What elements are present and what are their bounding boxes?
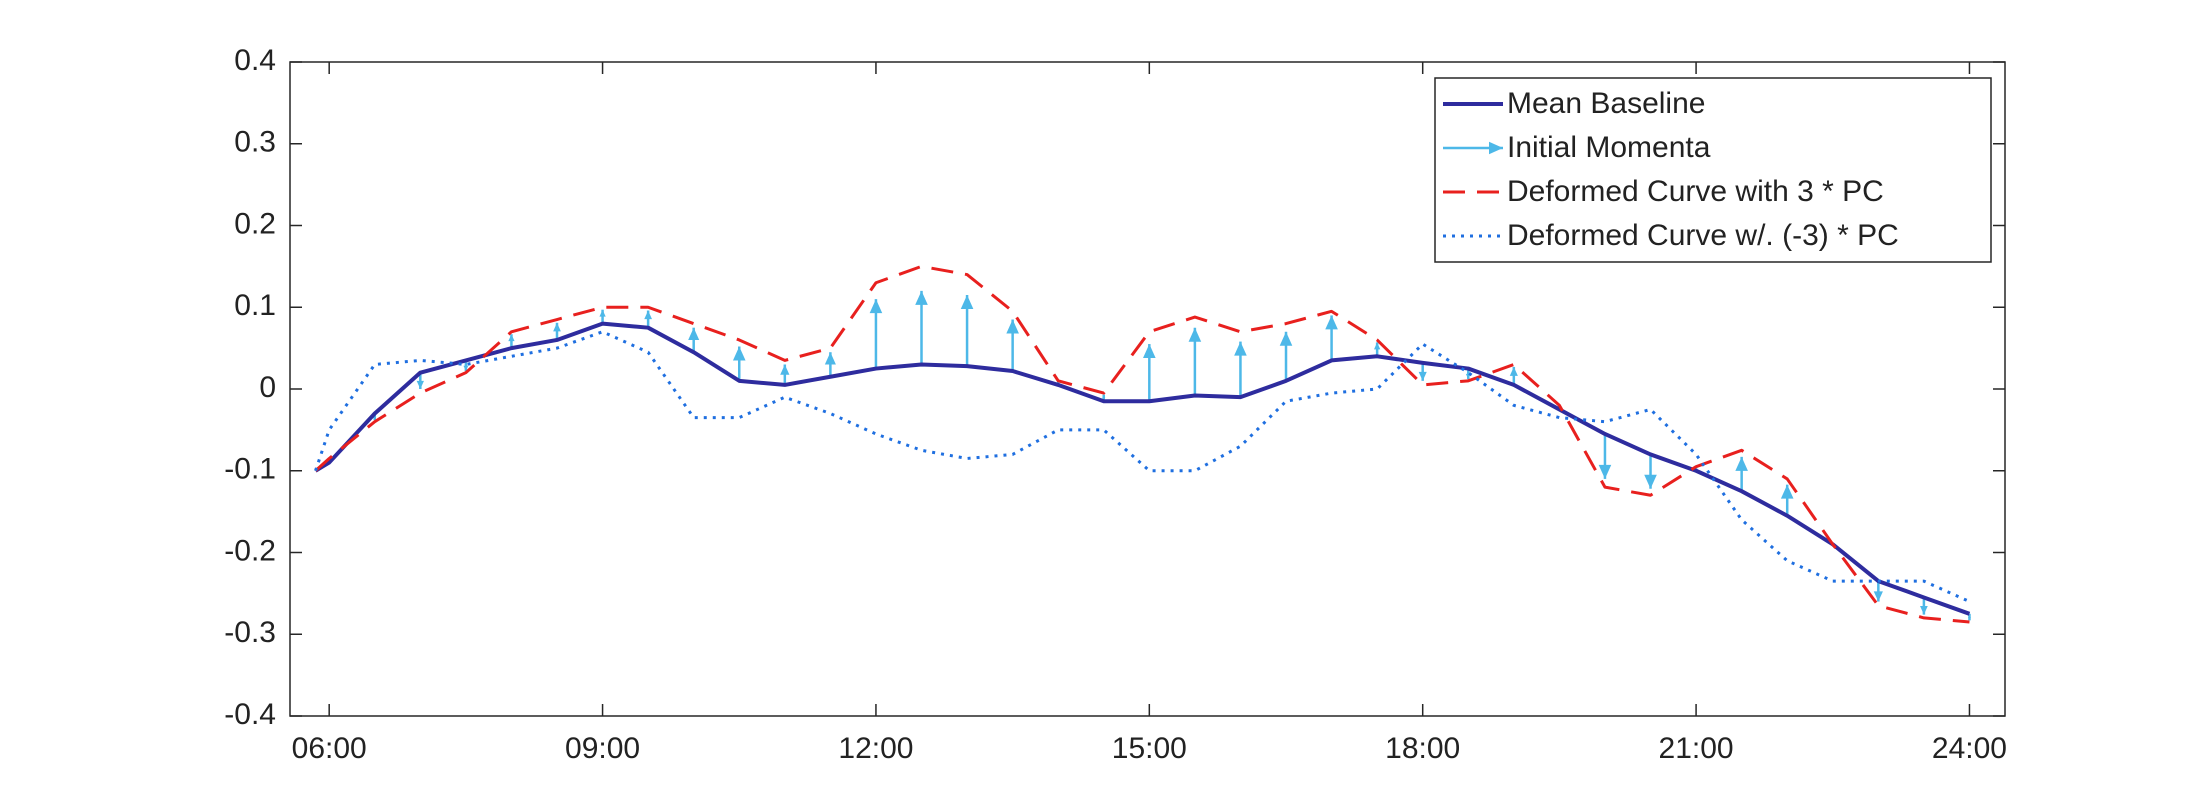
arrow-head <box>915 290 928 305</box>
arrow-head <box>463 365 469 372</box>
arrow-head <box>1735 456 1748 471</box>
arrow-head <box>1489 141 1503 155</box>
legend-label: Deformed Curve with 3 * PC <box>1507 175 1884 208</box>
x-tick-label: 15:00 <box>1112 732 1187 765</box>
y-tick-label: 0 <box>259 371 276 404</box>
y-tick-label: 0.3 <box>234 126 276 159</box>
arrow-head <box>1644 474 1657 489</box>
arrow-head <box>1234 341 1247 356</box>
y-tick-label: 0.2 <box>234 207 276 240</box>
y-tick-label: -0.1 <box>224 453 276 486</box>
arrow-head <box>1873 591 1883 602</box>
arrow-head <box>1374 342 1381 350</box>
x-tick-label: 06:00 <box>292 732 367 765</box>
arrow-head <box>416 380 424 389</box>
series-line <box>314 321 1971 616</box>
arrow-head <box>1279 331 1293 346</box>
arrow-head <box>1188 327 1202 342</box>
arrow-head <box>1418 371 1427 381</box>
arrow-head <box>688 327 700 340</box>
legend: Mean Baseline Initial Momenta Deformed Cur… <box>1434 77 1992 263</box>
y-tick-label: -0.2 <box>224 534 276 567</box>
arrow-head <box>644 310 652 320</box>
arrow-head <box>1780 484 1794 499</box>
arrow-head <box>1509 366 1518 376</box>
series-line <box>314 330 1971 603</box>
arrow-head <box>1006 319 1019 334</box>
y-tick-label: 0.1 <box>234 289 276 322</box>
arrow-head <box>1325 315 1338 330</box>
arrow-head <box>1920 606 1928 615</box>
arrow-head <box>824 352 836 365</box>
momenta <box>327 290 1971 621</box>
legend-label: Deformed Curve w/. (-3) * PC <box>1507 219 1899 252</box>
x-tick-label: 24:00 <box>1932 732 2007 765</box>
y-tick-label: 0.4 <box>234 44 276 77</box>
x-tick-label: 12:00 <box>838 732 913 765</box>
arrow-head <box>732 346 746 361</box>
arrow-head <box>869 299 883 314</box>
arrow-head <box>1143 344 1156 359</box>
x-tick-label: 21:00 <box>1659 732 1734 765</box>
arrow-head <box>373 416 377 421</box>
arrow-head <box>599 309 606 317</box>
arrow-head <box>1598 464 1612 479</box>
legend-label: Mean Baseline <box>1507 87 1705 120</box>
legend-box <box>1434 77 1992 263</box>
x-tick-label: 18:00 <box>1385 732 1460 765</box>
arrow-head <box>960 294 974 309</box>
y-tick-label: -0.3 <box>224 616 276 649</box>
arrow-head <box>780 364 790 375</box>
arrow-head <box>1967 617 1971 621</box>
y-tick-label: -0.4 <box>224 698 276 731</box>
arrow-head <box>553 322 561 332</box>
arrow-head <box>508 334 515 342</box>
x-tick-label: 09:00 <box>565 732 640 765</box>
legend-label: Initial Momenta <box>1507 131 1711 164</box>
arrow-head <box>1102 394 1106 398</box>
